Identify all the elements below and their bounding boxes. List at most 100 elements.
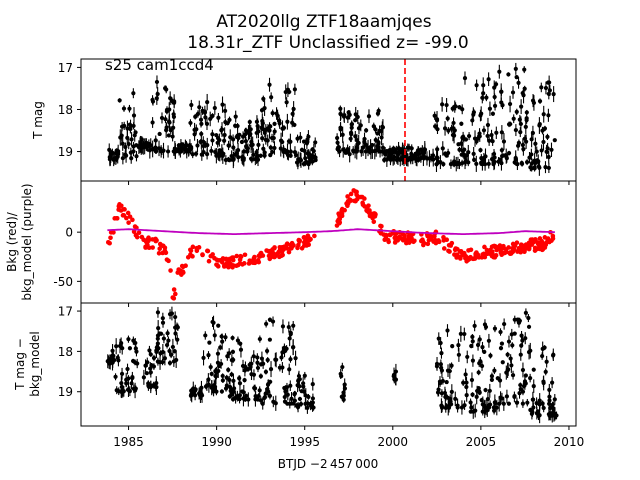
top-point-697 bbox=[539, 148, 544, 153]
bkg-point-486 bbox=[372, 211, 378, 217]
bkg-point-286 bbox=[475, 252, 481, 257]
bottom-point-491 bbox=[521, 384, 527, 389]
bkg-point-385 bbox=[339, 211, 345, 216]
bottom-point-433 bbox=[487, 388, 492, 393]
bottom-point-317 bbox=[306, 394, 311, 399]
bottom-point-464 bbox=[505, 368, 510, 373]
top-point-261 bbox=[258, 153, 263, 158]
top-point-578 bbox=[474, 161, 479, 166]
bottom-point-155 bbox=[220, 378, 225, 383]
top-point-606 bbox=[484, 95, 489, 100]
top-point-31 bbox=[131, 91, 136, 96]
top-point-300 bbox=[292, 87, 297, 92]
top-point-92 bbox=[159, 115, 165, 121]
bkg-point-440 bbox=[542, 243, 547, 248]
bottom-point-270 bbox=[288, 383, 293, 388]
bottom-point-164 bbox=[220, 373, 225, 379]
bottom-point-259 bbox=[287, 367, 292, 372]
bottom-point-106 bbox=[175, 337, 180, 342]
top-point-16 bbox=[111, 157, 116, 162]
bkg-point-415 bbox=[117, 202, 122, 207]
top-point-200 bbox=[219, 128, 224, 133]
top-point-268 bbox=[269, 95, 274, 100]
top-point-655 bbox=[518, 121, 523, 127]
bkg-point-425 bbox=[508, 251, 514, 256]
top-point-303 bbox=[268, 124, 273, 129]
bottom-point-151 bbox=[213, 374, 219, 379]
bottom-point-410 bbox=[462, 403, 467, 408]
top-point-243 bbox=[232, 152, 238, 157]
bottom-point-532 bbox=[541, 405, 546, 411]
bottom-point-313 bbox=[297, 384, 302, 389]
bkg-point-387 bbox=[444, 237, 450, 243]
bottom-point-108 bbox=[165, 331, 170, 336]
bottom-point-422 bbox=[489, 377, 495, 382]
bkg-point-462 bbox=[188, 248, 194, 253]
bottom-point-94 bbox=[156, 346, 161, 351]
top-point-550 bbox=[445, 116, 450, 121]
bottom-point-325 bbox=[339, 394, 344, 399]
bottom-point-217 bbox=[227, 384, 233, 390]
bottom-point-214 bbox=[235, 394, 240, 399]
top-point-548 bbox=[444, 102, 449, 108]
top-point-231 bbox=[249, 143, 254, 148]
bottom-point-283 bbox=[292, 398, 297, 403]
top-point-96 bbox=[166, 133, 171, 138]
bkg-point-384 bbox=[258, 250, 264, 256]
top-point-428 bbox=[376, 108, 381, 113]
bottom-point-303 bbox=[302, 389, 307, 394]
bottom-point-242 bbox=[280, 324, 286, 329]
bottom-point-58 bbox=[147, 348, 152, 353]
top-point-637 bbox=[501, 139, 507, 144]
top-point-46 bbox=[122, 123, 127, 128]
top-point-288 bbox=[259, 108, 265, 113]
top-point-545 bbox=[438, 159, 443, 165]
bottom-point-29 bbox=[131, 386, 136, 391]
bkg-point-38 bbox=[206, 258, 212, 264]
top-point-151 bbox=[188, 120, 193, 126]
top-point-437 bbox=[373, 127, 378, 132]
top-point-364 bbox=[338, 127, 343, 132]
bottom-point-158 bbox=[216, 368, 221, 374]
bkg-point-432 bbox=[432, 237, 438, 243]
top-point-316 bbox=[262, 153, 267, 158]
bottom-ylabel: T mag − bkg_model bbox=[13, 331, 42, 397]
bottom-point-50 bbox=[129, 381, 134, 386]
bottom-point-343 bbox=[450, 344, 455, 349]
bottom-point-427 bbox=[472, 323, 477, 328]
top-point-605 bbox=[489, 157, 495, 162]
bottom-point-275 bbox=[284, 385, 290, 390]
bottom-point-419 bbox=[470, 392, 475, 397]
bottom-point-339 bbox=[436, 336, 441, 341]
bkg-point-412 bbox=[127, 214, 133, 219]
top-point-535 bbox=[450, 132, 456, 138]
top-point-30 bbox=[131, 123, 136, 128]
top-point-35 bbox=[120, 141, 125, 146]
bkg-point-128 bbox=[501, 243, 506, 249]
bottom-point-420 bbox=[484, 405, 489, 410]
bottom-point-269 bbox=[291, 323, 296, 328]
top-point-517 bbox=[425, 156, 430, 161]
bkg-point-423 bbox=[312, 233, 317, 239]
top-point-473 bbox=[396, 146, 401, 151]
bottom-point-223 bbox=[230, 397, 236, 402]
top-point-560 bbox=[450, 106, 455, 111]
bottom-point-487 bbox=[512, 331, 517, 336]
top-point-516 bbox=[388, 151, 393, 156]
bkg-point-431 bbox=[194, 248, 200, 254]
bottom-point-144 bbox=[215, 360, 221, 365]
bottom-point-411 bbox=[480, 402, 485, 407]
top-point-497 bbox=[382, 150, 387, 155]
bottom-point-387 bbox=[470, 339, 475, 344]
top-point-582 bbox=[462, 75, 468, 81]
chart-title-line1: AT2020llg ZTF18aamjqes bbox=[216, 12, 431, 32]
bottom-point-173 bbox=[257, 388, 262, 393]
top-point-251 bbox=[247, 119, 252, 125]
bottom-point-526 bbox=[551, 406, 556, 411]
top-point-245 bbox=[256, 142, 261, 147]
bottom-point-360 bbox=[455, 405, 460, 410]
bkg-point-422 bbox=[160, 250, 165, 256]
bkg-point-289 bbox=[392, 240, 398, 245]
bottom-point-520 bbox=[547, 387, 552, 392]
bottom-point-476 bbox=[523, 373, 528, 378]
